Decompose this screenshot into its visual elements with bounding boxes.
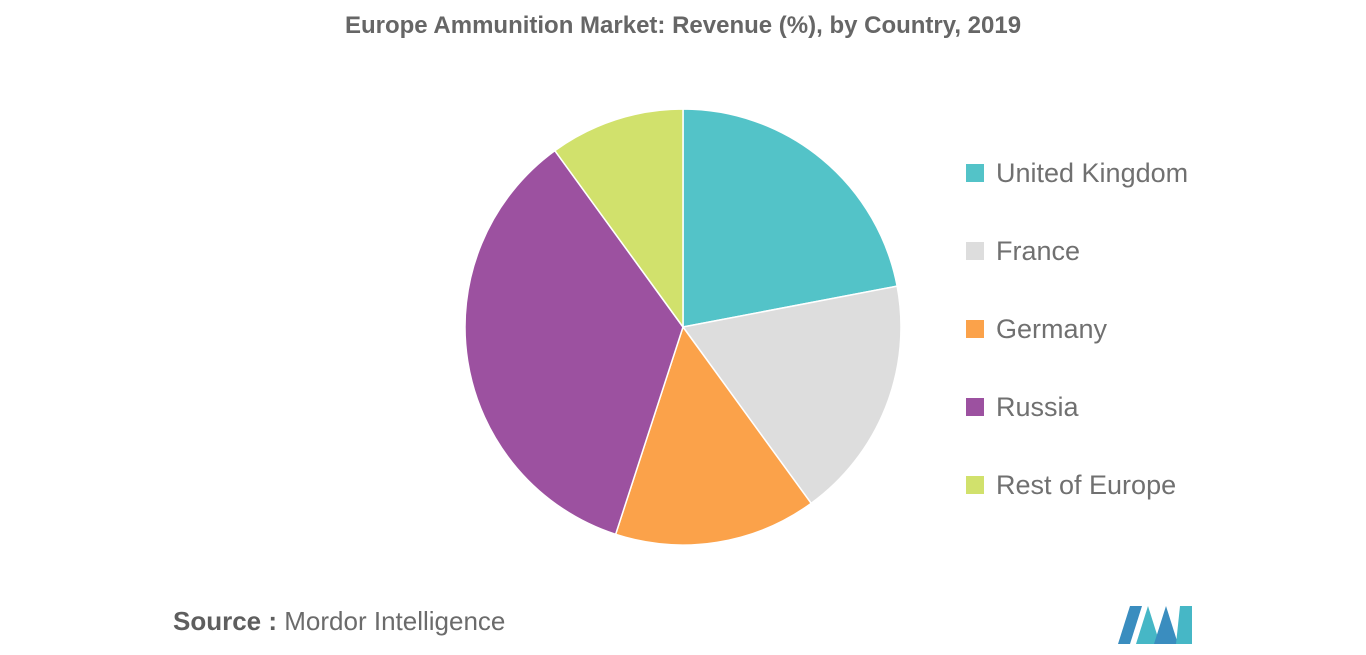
logo-shape-right [1154, 606, 1178, 644]
legend-label: Germany [996, 313, 1108, 344]
legend-label: France [996, 235, 1081, 266]
legend-label: Russia [996, 391, 1079, 422]
legend-swatch [966, 320, 984, 338]
logo-shape-edge [1176, 606, 1192, 644]
legend-swatch [966, 476, 984, 494]
legend-swatch [966, 398, 984, 416]
legend-item-france: France [966, 232, 1188, 270]
chart-title: Europe Ammunition Market: Revenue (%), b… [344, 12, 1022, 39]
legend-swatch [966, 164, 984, 182]
pie-slice-france [681, 285, 902, 505]
legend-label: Rest of Europe [996, 469, 1177, 500]
pie-slice-germany [614, 325, 813, 546]
pie-chart [464, 108, 902, 546]
source-text: Mordor Intelligence [284, 606, 506, 636]
pie-slice-russia [464, 149, 684, 536]
source-note: Source : Mordor Intelligence [173, 606, 505, 637]
legend-item-united-kingdom: United Kingdom [966, 154, 1188, 192]
mordor-intelligence-logo [1118, 606, 1192, 644]
legend-item-rest-of-europe: Rest of Europe [966, 466, 1188, 504]
legend-item-russia: Russia [966, 388, 1188, 426]
source-label: Source : [173, 606, 278, 636]
pie-slice-united-kingdom [682, 108, 899, 328]
legend-item-germany: Germany [966, 310, 1188, 348]
logo-shape-middle [1136, 606, 1160, 644]
logo-shape-left [1118, 606, 1142, 644]
legend-label: United Kingdom [996, 157, 1189, 188]
pie-slice-rest-of-europe [553, 108, 684, 330]
chart-legend: United Kingdom France Germany Russia Rest of… [966, 154, 1188, 544]
legend-swatch [966, 242, 984, 260]
